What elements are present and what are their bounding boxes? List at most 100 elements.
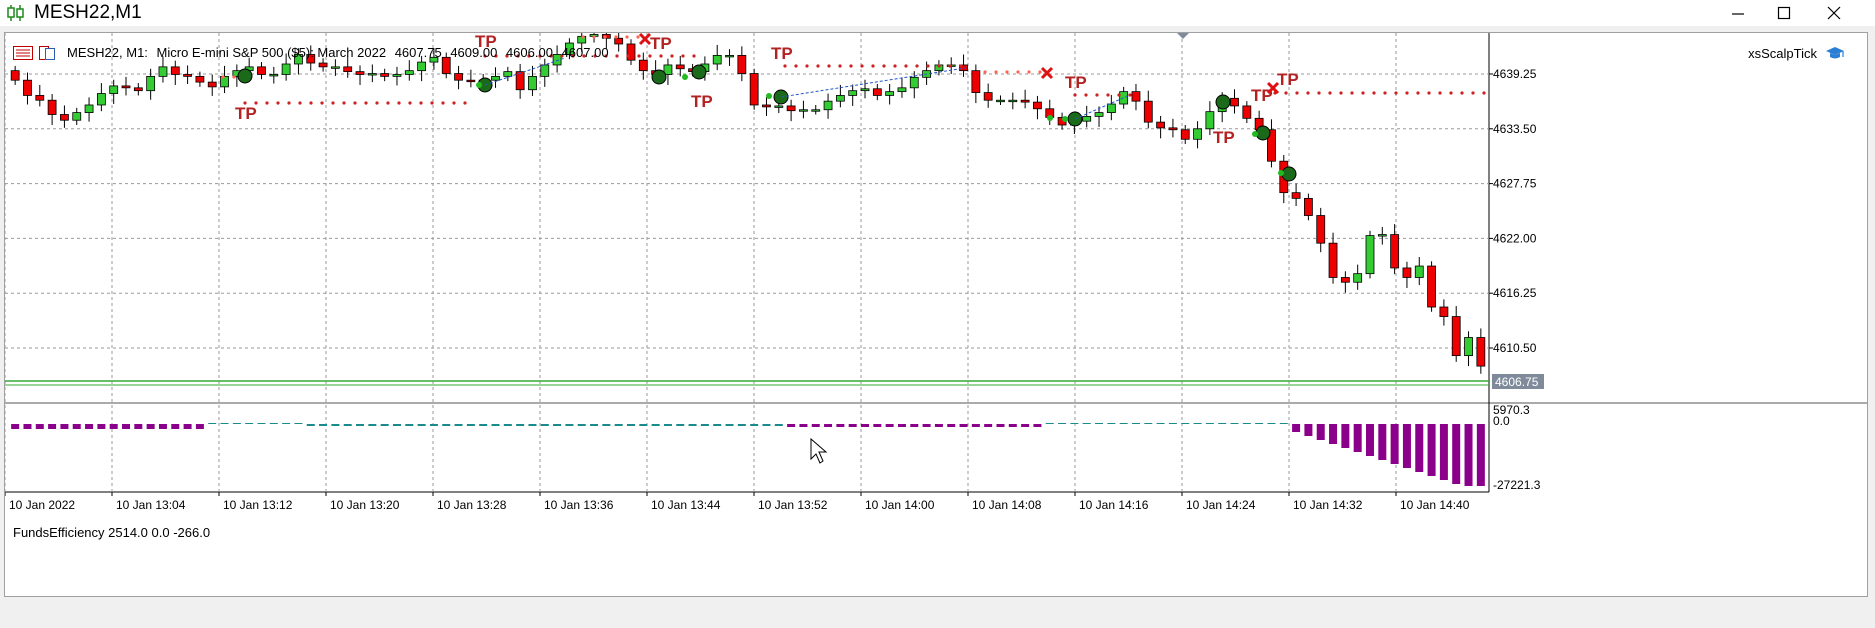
take-profit-dots (571, 54, 575, 58)
take-profit-dots (626, 54, 630, 58)
chart-shift-marker[interactable] (1177, 33, 1189, 39)
candle-body (1390, 234, 1400, 269)
close-button[interactable] (1811, 0, 1857, 26)
take-profit-dots (254, 101, 258, 105)
candle-body (367, 73, 377, 76)
price-chart[interactable]: 4639.25 4633.50 4627.75 4622.00 4616.25 4610.… (5, 33, 1867, 596)
indicator-bar (1107, 423, 1116, 424)
indicator-bar (1415, 424, 1424, 472)
object-list-icon[interactable] (13, 46, 57, 60)
candle-body (47, 99, 57, 115)
chart-area[interactable]: 4639.25 4633.50 4627.75 4622.00 4616.25 4610.… (4, 32, 1868, 597)
take-profit-dots (849, 64, 853, 68)
take-profit-label: TP (691, 92, 713, 111)
indicator-bar (331, 424, 340, 426)
indicator-bar (873, 424, 882, 427)
indicator-bar (565, 424, 574, 426)
stop-loss-dots (1027, 70, 1031, 74)
take-profit-dots (1361, 91, 1365, 95)
time-axis-label: 10 Jan 2022 (9, 498, 75, 512)
indicator-bar (516, 424, 525, 426)
candle-body (638, 59, 648, 72)
take-profit-dots (838, 64, 842, 68)
signal-dot (1252, 131, 1258, 137)
indicator-bar (639, 424, 648, 426)
candle-body (737, 55, 747, 74)
take-profit-dots (1482, 91, 1486, 95)
take-profit-dots (1073, 93, 1077, 97)
take-profit-dots (430, 101, 434, 105)
minimize-button[interactable] (1715, 0, 1761, 26)
indicator-bar (1464, 424, 1473, 486)
take-profit-dots (871, 64, 875, 68)
take-profit-dots (926, 64, 930, 68)
indicator-bar (811, 424, 820, 427)
indicator-bar (1427, 424, 1436, 476)
indicator-bar (1144, 423, 1153, 424)
ohlc-low: 4606.00 (505, 45, 553, 60)
stop-loss-dots (614, 35, 618, 39)
candle-body (23, 79, 32, 96)
take-profit-dots (1295, 91, 1299, 95)
take-profit-dots (615, 54, 619, 58)
take-profit-dots (1416, 91, 1420, 95)
stop-loss-dots (1016, 70, 1020, 74)
time-axis-label: 10 Jan 13:28 (437, 498, 507, 512)
take-profit-dots (441, 101, 445, 105)
stop-loss-dots (1038, 70, 1042, 74)
candle-body (1267, 129, 1276, 162)
take-profit-dots (1317, 91, 1321, 95)
indicator-bar (208, 423, 217, 424)
indicator-bar (663, 424, 672, 426)
candle-body (799, 109, 808, 112)
stop-loss-dots (625, 35, 629, 39)
candle-body (1168, 127, 1178, 131)
indicator-bar (1021, 424, 1030, 427)
indicator-bar (922, 424, 931, 427)
indicator-bar (984, 424, 993, 427)
candle-body (1476, 337, 1486, 367)
candle-body (35, 95, 45, 101)
candle-body (1328, 242, 1338, 278)
take-profit-dots (604, 54, 608, 58)
candle-body (515, 71, 525, 91)
graduation-cap-icon[interactable] (1825, 45, 1845, 61)
candle-body (429, 56, 439, 63)
indicator-bar (1476, 424, 1485, 486)
indicator-bar (232, 423, 241, 424)
candle-body (269, 74, 279, 77)
signal-dot (1278, 170, 1284, 176)
indicator-bar (343, 424, 352, 426)
indicator-bar (590, 424, 599, 426)
indicator-axis-label: -27221.3 (1493, 478, 1541, 492)
expert-advisor-name[interactable]: xsScalpTick (1748, 46, 1817, 61)
indicator-bar (1193, 423, 1202, 424)
take-profit-dots (915, 64, 919, 68)
candle-body (170, 66, 180, 75)
indicator-bar (602, 424, 611, 426)
indicator-bar (1304, 424, 1313, 436)
candle-body (1106, 103, 1116, 113)
take-profit-dots (1106, 93, 1110, 97)
candle-body (1316, 215, 1326, 244)
ohlc-close: 4607.00 (561, 45, 609, 60)
candle-body (72, 112, 82, 121)
symbol-name: MESH22, M1: (67, 45, 148, 60)
indicator-bar (1452, 424, 1461, 484)
candle-body (1451, 316, 1461, 357)
take-profit-dots (893, 64, 897, 68)
take-profit-dots (1405, 91, 1409, 95)
indicator-label: FundsEfficiency 2514.0 0.0 -266.0 (13, 525, 211, 540)
indicator-bar (158, 424, 167, 429)
candle-body (528, 75, 537, 91)
candle-body (146, 75, 156, 92)
indicator-bar (1218, 423, 1227, 424)
indicator-bar (1119, 423, 1128, 424)
indicator-bar (183, 424, 192, 429)
candle-body (996, 99, 1005, 103)
window-titlebar: MESH22,M1 (0, 0, 1875, 27)
indicator-bar (799, 424, 808, 427)
maximize-button[interactable] (1761, 0, 1807, 26)
take-profit-dots (265, 101, 269, 105)
candle-body (1365, 235, 1375, 275)
